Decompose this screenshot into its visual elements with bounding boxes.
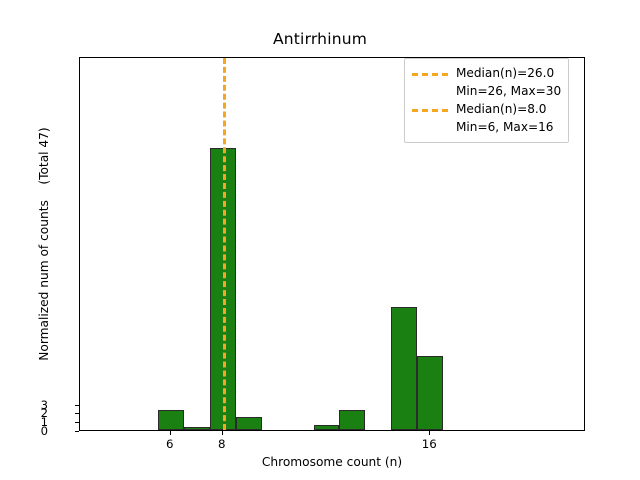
bar <box>313 424 340 430</box>
legend-entry: Median(n)=26.0 <box>412 64 561 82</box>
x-tick-mark <box>169 431 171 435</box>
legend-entry: Min=26, Max=30 <box>412 82 561 100</box>
legend-label: Min=26, Max=30 <box>456 84 562 98</box>
dashed-line-icon <box>412 67 448 79</box>
y-tick-mark <box>75 431 79 432</box>
bar <box>157 409 184 430</box>
plot-area <box>79 57 585 431</box>
page-title: Antirrhinum <box>272 30 368 48</box>
bar <box>391 306 418 430</box>
bar <box>417 356 444 430</box>
legend-label: Median(n)=26.0 <box>456 66 555 80</box>
legend-entry: Min=6, Max=16 <box>412 118 561 136</box>
y-axis-label: Normalized num of counts (Total 47) <box>37 127 51 361</box>
legend-entry: Median(n)=8.0 <box>412 100 561 118</box>
legend-label: Median(n)=8.0 <box>456 102 547 116</box>
y-tick-mark <box>75 422 79 424</box>
x-tick-label: 16 <box>421 437 437 451</box>
legend-spacer <box>412 121 448 133</box>
legend-label: Min=6, Max=16 <box>456 120 554 134</box>
dashed-line-icon <box>412 103 448 115</box>
x-tick-label: 6 <box>166 437 174 451</box>
x-axis-label: Chromosome count (n) <box>261 455 403 469</box>
x-tick-mark <box>221 431 223 435</box>
x-tick-label: 8 <box>217 437 226 451</box>
bar <box>339 409 366 430</box>
y-tick-label: 1 <box>40 415 48 430</box>
y-tick-mark <box>75 413 79 415</box>
bar <box>183 427 210 430</box>
bar <box>235 416 262 430</box>
y-tick-label: 3 <box>40 397 48 412</box>
y-tick-mark <box>75 404 79 406</box>
y-tick-label: 0 <box>40 424 48 438</box>
legend-spacer <box>412 85 448 97</box>
chart-legend: Median(n)=26.0 Min=26, Max=30 Median(n)=8.… <box>404 58 570 143</box>
y-tick-label: 2 <box>40 406 48 421</box>
x-tick-mark <box>429 431 431 435</box>
median-line <box>222 58 226 430</box>
